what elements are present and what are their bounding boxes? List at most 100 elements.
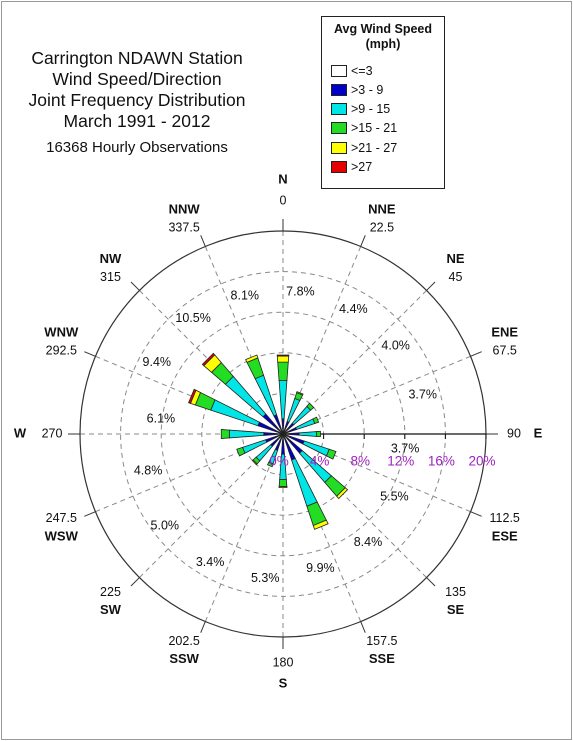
petal-segment [278,379,288,420]
compass-label-w: W [14,425,27,440]
grid-spoke-sse [282,433,362,622]
petal-segment [298,431,317,437]
compass-label-wnw: WNW [44,325,79,340]
outer-tick-wnw [84,351,96,357]
radial-tick-label: 4% [310,454,330,469]
degree-label-nnw: 337.5 [168,221,199,235]
outer-tick-sw [130,577,140,587]
petal-segment [278,486,288,489]
compass-label-ne: NE [446,251,464,266]
petal-nnw [245,354,284,435]
legend-swatch [331,161,347,173]
chart-title-block: Carrington NDAWN Station Wind Speed/Dire… [6,48,268,158]
outer-tick-nw [130,281,140,291]
legend-item-le3: <=3 [331,64,373,78]
legend-swatch [331,65,347,77]
degree-label-nne: 22.5 [370,221,394,235]
grid-spoke-wnw [95,355,284,435]
compass-label-s: S [279,675,288,690]
legend-item-9-15: >9 - 15 [331,102,390,116]
grid-spoke-nne [282,246,362,435]
petal-se [282,433,349,500]
petal-w [220,429,284,439]
outer-tick-ese [470,511,482,517]
legend-label: <=3 [351,64,373,78]
outer-tick-wsw [84,511,96,517]
outer-tick-ssw [200,621,206,633]
degree-label-n: 0 [280,193,287,207]
direction-percent-se: 8.4% [354,535,383,549]
petal-ene [282,416,320,435]
chart-title-line-1: Carrington NDAWN Station [31,48,243,68]
direction-percent-n: 7.8% [286,284,315,298]
grid-spoke-wsw [95,433,284,513]
petal-ese [282,433,337,460]
degree-label-ene: 67.5 [493,343,517,357]
compass-label-sse: SSE [369,651,395,666]
radial-tick-label: 16% [428,454,455,469]
petal-segment [296,391,304,396]
compass-label-sw: SW [100,602,122,617]
petal-e [282,430,321,438]
grid-spoke-sw [139,433,284,578]
degree-label-ese: 112.5 [490,511,520,525]
degree-label-s: 180 [273,655,294,669]
compass-label-nne: NNE [368,202,396,217]
compass-label-ene: ENE [491,325,518,340]
direction-percent-ene: 3.7% [408,388,437,402]
petal-ssw [266,433,284,468]
outer-tick-sse [360,621,366,633]
petal-segment [276,354,290,357]
petal-segment [326,448,337,460]
petal-segment [245,354,259,363]
petal-nw [201,352,284,435]
degree-label-ne: 45 [449,270,463,284]
legend-label: >9 - 15 [351,102,391,116]
degree-label-se: 135 [445,585,466,599]
legend: Avg Wind Speed (mph) <=3 >3 - 9 >9 - 15 … [321,16,445,189]
legend-item-15-21: >15 - 21 [331,121,397,135]
petal-segment [228,429,265,439]
outer-tick-ene [470,351,482,357]
petal-sse [282,433,329,530]
compass-label-nnw: NNW [169,202,201,217]
direction-percent-s: 5.3% [251,571,280,585]
grid-spoke-ene [282,355,471,435]
petal-sw [251,433,284,466]
compass-label-nw: NW [100,251,122,266]
legend-label: >21 - 27 [351,141,398,155]
petal-segment [316,430,321,438]
direction-percent-sse: 9.9% [306,561,335,575]
degree-label-sw: 225 [100,585,121,599]
radial-tick-label: 0% [269,454,289,469]
legend-swatch [331,84,347,96]
petal-segment [278,479,288,488]
legend-title-line-1: Avg Wind Speed [333,22,433,36]
degree-label-w: 270 [42,426,63,440]
chart-title-line-4: March 1991 - 2012 [63,111,211,131]
petal-segment [276,355,290,363]
direction-percent-e: 3.7% [391,441,420,455]
outer-tick-nnw [200,235,206,247]
legend-title-line-2: (mph) [365,37,401,51]
outer-tick-se [426,577,436,587]
radial-tick-label: 12% [387,454,414,469]
direction-percent-ssw: 3.4% [196,555,225,569]
compass-label-ese: ESE [492,528,518,543]
petal-segment [236,446,246,457]
degree-label-e: 90 [507,426,521,440]
petal-s [278,433,288,489]
petal-segment [277,361,289,381]
direction-percent-w: 6.1% [147,411,176,425]
direction-percent-sw: 5.0% [151,519,180,533]
petal-segment [201,352,216,367]
degree-label-sse: 157.5 [366,634,397,648]
petal-ne [282,402,315,435]
direction-percent-ese: 5.5% [380,489,409,503]
grid-spoke-nnw [204,246,284,435]
direction-percent-wnw: 9.4% [143,355,172,369]
compass-label-wsw: WSW [45,528,79,543]
grid-spoke-ssw [204,433,284,622]
radial-tick-label: 8% [350,454,370,469]
